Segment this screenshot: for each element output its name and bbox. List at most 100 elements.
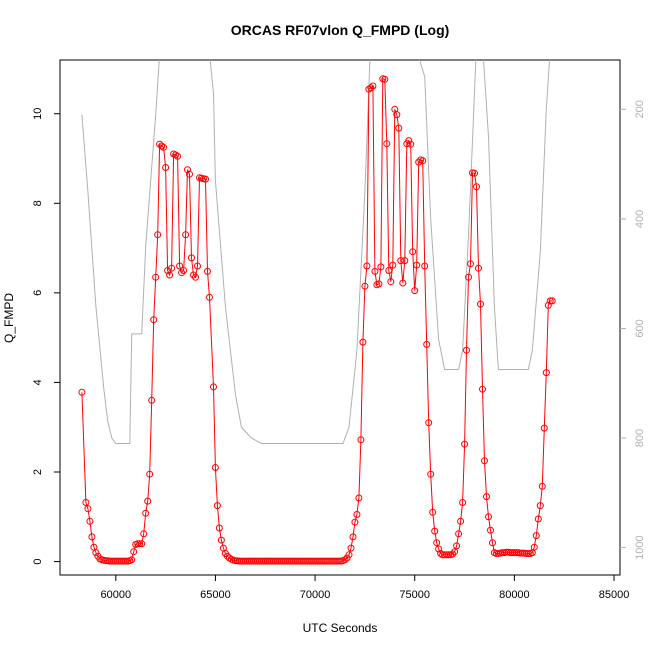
data-point — [164, 267, 172, 274]
data-point — [425, 419, 433, 427]
data-point — [397, 257, 405, 265]
gray-line — [81, 60, 550, 444]
data-point — [184, 166, 191, 174]
data-point — [435, 545, 443, 553]
data-point — [371, 267, 379, 275]
y-axis-label: Q_FMPD — [2, 293, 16, 343]
y-tick-label: 10 — [32, 108, 44, 120]
series-gray — [81, 60, 550, 444]
data-point — [152, 273, 160, 281]
data-point — [542, 369, 550, 377]
data-point — [489, 539, 496, 547]
data-point — [419, 157, 427, 165]
y-tick-label: 4 — [32, 379, 44, 385]
data-point — [211, 464, 219, 471]
data-point — [534, 515, 542, 523]
data-point — [455, 530, 463, 538]
data-point — [148, 396, 156, 404]
data-point — [84, 505, 92, 513]
data-point — [413, 261, 421, 269]
data-point — [180, 267, 188, 274]
data-point — [483, 493, 490, 501]
data-point — [477, 300, 484, 308]
data-point — [146, 470, 154, 478]
data-point — [178, 269, 186, 277]
data-point — [194, 262, 201, 270]
data-point — [206, 293, 213, 301]
data-point — [130, 548, 138, 556]
data-point — [415, 158, 423, 166]
data-point — [92, 549, 100, 557]
data-point — [421, 262, 429, 270]
data-point — [182, 231, 190, 239]
right-axis: 200 400 600 800 1000 — [620, 100, 646, 560]
data-point — [162, 164, 170, 171]
data-point — [217, 536, 225, 544]
data-point — [78, 388, 86, 396]
right-tick-label: 800 — [634, 429, 646, 447]
data-point — [532, 532, 540, 540]
y-axis: 0 2 4 6 8 10 — [32, 108, 60, 565]
data-point — [192, 273, 199, 281]
data-point — [341, 556, 349, 564]
data-point — [429, 508, 437, 516]
data-point — [347, 544, 355, 552]
data-point — [471, 169, 478, 177]
data-point — [154, 231, 162, 239]
data-point — [82, 499, 90, 506]
x-axis: 60000 65000 70000 75000 80000 85000 — [101, 575, 629, 601]
data-point — [176, 262, 184, 270]
data-point — [453, 542, 461, 550]
right-tick-label: 600 — [634, 319, 646, 337]
data-point — [377, 263, 385, 271]
data-point — [138, 540, 146, 548]
data-point — [407, 140, 415, 148]
data-point — [530, 543, 538, 551]
x-axis-label: UTC Seconds — [303, 621, 378, 635]
data-point — [359, 338, 367, 346]
data-point — [190, 271, 197, 279]
data-point — [431, 527, 439, 535]
data-point — [524, 550, 532, 557]
data-point — [540, 424, 548, 432]
data-point — [459, 499, 467, 506]
data-point — [546, 297, 554, 305]
data-point — [449, 550, 457, 558]
data-point — [225, 554, 233, 562]
data-point — [160, 143, 168, 151]
data-point — [544, 301, 552, 309]
y-tick-label: 8 — [32, 200, 44, 206]
data-point — [399, 279, 407, 287]
data-point — [409, 248, 417, 256]
data-point — [389, 261, 397, 269]
data-point — [427, 470, 435, 478]
data-point — [395, 124, 403, 132]
data-point — [213, 502, 221, 510]
y-tick-label: 6 — [32, 290, 44, 296]
data-point — [158, 142, 166, 150]
data-point — [204, 267, 211, 275]
data-point — [487, 526, 494, 534]
data-point — [467, 260, 474, 268]
series-red — [78, 75, 556, 565]
data-point — [481, 457, 488, 465]
x-tick-label: 70000 — [300, 589, 331, 601]
data-point — [210, 383, 217, 391]
data-point — [461, 440, 469, 448]
plot-frame — [59, 59, 621, 576]
data-point — [355, 494, 363, 502]
data-point — [463, 346, 470, 354]
data-point — [383, 140, 391, 148]
data-point — [128, 556, 136, 564]
data-point — [381, 75, 389, 83]
data-point — [174, 152, 182, 160]
data-point — [357, 436, 365, 444]
data-point — [142, 509, 150, 517]
data-point — [433, 539, 441, 547]
data-point — [445, 551, 453, 559]
data-point — [140, 530, 148, 538]
x-tick-label: 60000 — [101, 589, 132, 601]
data-point — [351, 518, 359, 526]
right-tick-label: 400 — [634, 210, 646, 228]
data-point — [548, 297, 556, 305]
